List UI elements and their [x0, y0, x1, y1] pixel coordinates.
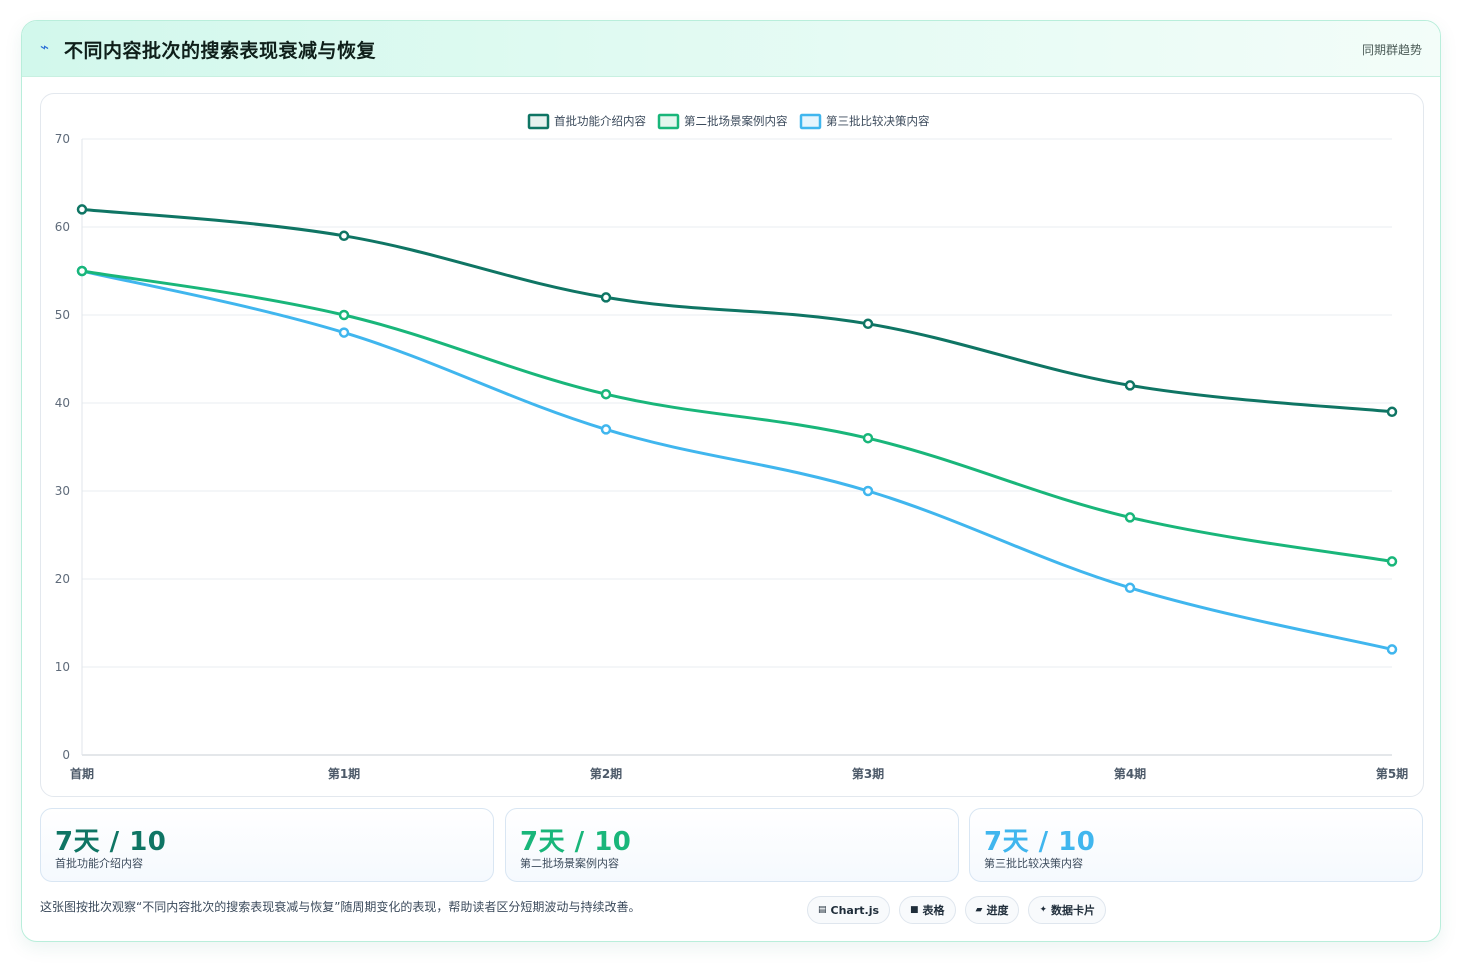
- sparkle-icon: ✦: [1039, 905, 1048, 915]
- chip-label: 表格: [922, 904, 945, 917]
- chart-container: 0 10 20 30 40 50 60 70 首期 第1期 第2期 第3期 第4期 第5期 首批功能介绍内容…: [40, 93, 1424, 797]
- header-subtitle: 同期群趋势: [1361, 43, 1422, 57]
- legend-swatch: [799, 113, 822, 130]
- stat-label: 第二批场景案例内容: [520, 857, 619, 870]
- x-tick-label: 第5期: [1376, 766, 1408, 781]
- chart-card: ⌁ 不同内容批次的搜索表现衰减与恢复 同期群趋势 0 10 20 30 40 50 60 70…: [21, 20, 1441, 942]
- data-point: [600, 388, 612, 400]
- stat-label: 第三批比较决策内容: [984, 857, 1083, 870]
- data-point: [76, 265, 88, 277]
- y-tick-label: 10: [55, 660, 70, 674]
- chip-table[interactable]: ■ 表格: [899, 896, 956, 924]
- legend-label: 第三批比较决策内容: [826, 114, 930, 128]
- stat-value: 7天 / 10: [55, 827, 167, 857]
- y-tick-label: 0: [62, 748, 70, 762]
- data-point: [338, 230, 350, 242]
- chip-chartjs[interactable]: ▤ Chart.js: [807, 896, 891, 924]
- data-point: [862, 318, 874, 330]
- data-point: [338, 309, 350, 321]
- data-point: [1124, 380, 1136, 391]
- x-tick-label: 第1期: [328, 766, 360, 781]
- page-title: 不同内容批次的搜索表现衰减与恢复: [64, 40, 377, 62]
- y-tick-label: 50: [55, 308, 70, 322]
- data-point: [338, 327, 350, 338]
- line-chart: 0 10 20 30 40 50 60 70 首期 第1期 第2期 第3期 第4期 第5期 首批功能介绍内容…: [55, 113, 1408, 781]
- stat-card-3: 7天 / 10 第三批比较决策内容: [969, 808, 1423, 882]
- chip-label: 数据卡片: [1051, 904, 1096, 917]
- y-tick-label: 60: [55, 220, 70, 234]
- y-tick-label: 30: [55, 484, 70, 498]
- data-point: [1386, 406, 1398, 418]
- x-tick-label: 第2期: [590, 766, 622, 781]
- y-tick-label: 20: [55, 572, 70, 586]
- y-tick-label: 70: [55, 132, 70, 146]
- data-point: [1386, 556, 1398, 567]
- chip-label: Chart.js: [830, 903, 880, 917]
- x-tick-label: 第4期: [1114, 766, 1146, 781]
- stat-value: 7天 / 10: [520, 827, 632, 857]
- data-point: [600, 292, 612, 303]
- stat-card-1: 7天 / 10 首批功能介绍内容: [40, 808, 494, 882]
- series-line-1: [80, 207, 1394, 414]
- stat-value: 7天 / 10: [984, 827, 1096, 857]
- data-point: [600, 424, 612, 435]
- x-tick-label: 首期: [70, 766, 94, 781]
- progress-icon: ▰: [975, 905, 983, 915]
- data-point: [1386, 644, 1398, 655]
- legend-swatch: [657, 113, 680, 130]
- legend-swatch: [527, 113, 550, 130]
- y-tick-label: 40: [55, 396, 70, 410]
- chart-description: 这张图按批次观察“不同内容批次的搜索表现衰减与恢复”随周期变化的表现，帮助读者区…: [40, 900, 641, 914]
- chip-label: 进度: [986, 904, 1009, 917]
- data-point: [862, 432, 874, 444]
- table-icon: ■: [910, 905, 919, 915]
- legend-label: 首批功能介绍内容: [554, 114, 646, 128]
- card-header: ⌁ 不同内容批次的搜索表现衰减与恢复 同期群趋势: [22, 21, 1440, 77]
- data-point: [862, 485, 874, 497]
- stat-label: 首批功能介绍内容: [55, 857, 143, 870]
- legend-label: 第二批场景案例内容: [684, 114, 788, 128]
- bolt-icon: ⌁: [40, 38, 50, 56]
- data-point: [1124, 582, 1136, 594]
- series-line-3: [80, 269, 1394, 651]
- stat-card-2: 7天 / 10 第二批场景案例内容: [505, 808, 959, 882]
- series-line-2: [80, 269, 1394, 563]
- chip-data-card[interactable]: ✦ 数据卡片: [1028, 896, 1107, 924]
- chip-progress[interactable]: ▰ 进度: [964, 896, 1020, 924]
- chart-icon: ▤: [818, 905, 827, 915]
- x-tick-label: 第3期: [852, 766, 884, 781]
- chip-row: ▤ Chart.js ■ 表格 ▰ 进度 ✦ 数据卡片: [807, 896, 1107, 924]
- data-point: [76, 204, 88, 215]
- data-point: [1124, 512, 1136, 523]
